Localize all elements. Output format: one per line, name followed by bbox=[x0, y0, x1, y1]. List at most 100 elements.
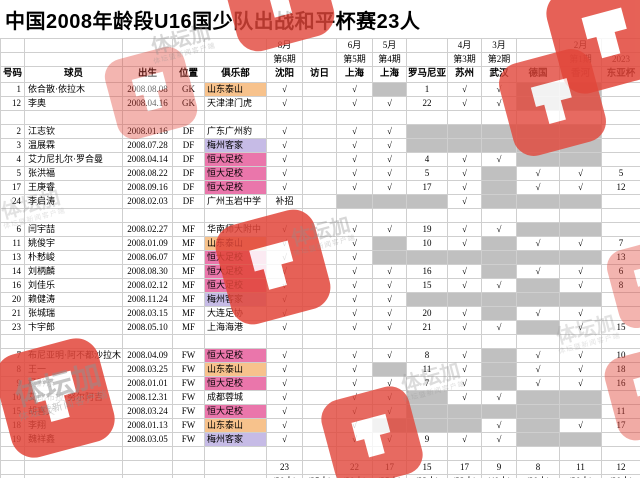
event-cell-absent bbox=[481, 166, 517, 181]
birth-date: 2008.03.25 bbox=[122, 362, 173, 377]
player-name: 李奥 bbox=[24, 96, 123, 111]
event-cell-absent bbox=[516, 292, 560, 307]
event-cell-attended: √ bbox=[266, 432, 303, 447]
event-cell-absent bbox=[372, 82, 407, 97]
event-cell-absent bbox=[516, 432, 560, 447]
hdr-empty-cell bbox=[24, 38, 123, 53]
player-row: 1 依合散·依拉木 2008.08.08 GK 山东泰山 √ √ 1 √ √ bbox=[0, 82, 640, 97]
event-cell-attended: √ bbox=[336, 82, 373, 97]
spacer-cell bbox=[0, 446, 25, 461]
spacer-cell bbox=[336, 208, 373, 223]
event-cell bbox=[302, 432, 337, 447]
birth-date: 2008.03.24 bbox=[122, 404, 173, 419]
event-cell bbox=[302, 180, 337, 195]
event-cell-attended: √ bbox=[266, 320, 303, 335]
summary-empty-cell bbox=[204, 474, 267, 478]
event-cell-attended: √ bbox=[266, 390, 303, 405]
event-cell-absent bbox=[559, 82, 602, 97]
position: FW bbox=[172, 432, 205, 447]
hdr-month-cell: 8月 bbox=[266, 38, 303, 53]
event-cell-absent bbox=[481, 194, 517, 209]
event-cell bbox=[302, 194, 337, 209]
summary-empty-cell bbox=[122, 460, 173, 475]
position: DF bbox=[172, 194, 205, 209]
hdr-empty-cell bbox=[204, 38, 267, 53]
hdr-month-cell: 5月 bbox=[372, 38, 407, 53]
summary-size: (30人) bbox=[266, 474, 303, 478]
event-cell-attended: √ bbox=[266, 96, 303, 111]
player-number: 2 bbox=[0, 124, 25, 139]
player-name: 姚俊宇 bbox=[24, 236, 123, 251]
event-cell-attended: √ bbox=[336, 404, 373, 419]
event-cell-absent bbox=[372, 362, 407, 377]
summary-size: (20人) bbox=[516, 474, 560, 478]
event-cell-attended: √ bbox=[266, 362, 303, 377]
hdr-period-cell: 第4期 bbox=[372, 52, 407, 67]
position: MF bbox=[172, 278, 205, 293]
spacer-cell bbox=[302, 208, 337, 223]
spacer-cell bbox=[516, 334, 560, 349]
event-cell bbox=[302, 362, 337, 377]
event-cell-attended: √ bbox=[336, 306, 373, 321]
event-cell-attended: √ bbox=[559, 306, 602, 321]
event-cell bbox=[302, 376, 337, 391]
player-row: 4 艾力尼扎尔·罗合曼 2008.04.14 DF 恒大足校 √ √ √ 4 √ √ bbox=[0, 152, 640, 167]
player-name: 王一 bbox=[24, 362, 123, 377]
hdr-venue-cell: 东亚杯 bbox=[601, 66, 640, 83]
player-name: 朴慭峻 bbox=[24, 250, 123, 265]
page-title: 中国2008年龄段U16国少队出战和平杯赛23人 bbox=[5, 11, 421, 33]
event-cell-absent bbox=[516, 138, 560, 153]
spacer-cell bbox=[302, 110, 337, 125]
spacer-cell bbox=[447, 446, 482, 461]
spacer-cell bbox=[447, 334, 482, 349]
event-cell-attended: √ bbox=[266, 166, 303, 181]
event-cell-attended: √ bbox=[447, 376, 482, 391]
hdr-left-cell: 俱乐部 bbox=[204, 66, 267, 83]
birth-date: 2008.08.30 bbox=[122, 264, 173, 279]
player-row: 6 闫宇喆 2008.02.27 MF 华南师大附中 √ √ √ 19 √ √ bbox=[0, 222, 640, 237]
spacer-cell bbox=[122, 446, 173, 461]
event-cell-absent bbox=[481, 306, 517, 321]
spacer-cell bbox=[24, 110, 123, 125]
position: FW bbox=[172, 404, 205, 419]
event-cell-absent bbox=[481, 250, 517, 265]
event-cell: 1 bbox=[406, 82, 448, 97]
event-cell: 8 bbox=[406, 348, 448, 363]
position: FW bbox=[172, 418, 205, 433]
event-cell-absent bbox=[447, 418, 482, 433]
event-cell-attended: √ bbox=[559, 180, 602, 195]
event-cell-attended: √ bbox=[559, 418, 602, 433]
event-cell-absent bbox=[447, 138, 482, 153]
event-cell-attended: √ bbox=[559, 348, 602, 363]
event-cell-attended: √ bbox=[516, 348, 560, 363]
event-cell-attended: √ bbox=[447, 194, 482, 209]
birth-date: 2008.04.09 bbox=[122, 348, 173, 363]
club: 天津津门虎 bbox=[204, 96, 267, 111]
spacer-cell bbox=[172, 334, 205, 349]
spacer-cell bbox=[447, 208, 482, 223]
hdr-period-cell: 2023 bbox=[601, 52, 640, 67]
spacer-cell bbox=[601, 446, 640, 461]
event-cell-absent bbox=[406, 194, 448, 209]
player-name: 张洪福 bbox=[24, 166, 123, 181]
event-cell: 17 bbox=[406, 180, 448, 195]
event-cell: 17 bbox=[601, 418, 640, 433]
birth-date: 2008.12.31 bbox=[122, 390, 173, 405]
player-number: 19 bbox=[0, 432, 25, 447]
event-cell-absent bbox=[406, 418, 448, 433]
spacer-cell bbox=[336, 334, 373, 349]
player-number: 6 bbox=[0, 222, 25, 237]
event-cell-absent bbox=[447, 404, 482, 419]
player-row: 20 赖健涛 2008.11.24 MF 梅州客家 √ √ √ bbox=[0, 292, 640, 307]
club: 梅州客家 bbox=[204, 138, 267, 153]
event-cell-attended: √ bbox=[559, 278, 602, 293]
event-cell-attended: √ bbox=[336, 166, 373, 181]
hdr-empty-cell bbox=[172, 52, 205, 67]
player-name: 江志钦 bbox=[24, 124, 123, 139]
spacer-cell bbox=[266, 446, 303, 461]
event-cell-absent bbox=[406, 292, 448, 307]
header-row-month: 8月 6月 5月 4月 3月 2月 bbox=[0, 38, 640, 53]
event-cell: 11 bbox=[406, 362, 448, 377]
player-name: 闫宇喆 bbox=[24, 222, 123, 237]
event-cell-absent bbox=[372, 236, 407, 251]
